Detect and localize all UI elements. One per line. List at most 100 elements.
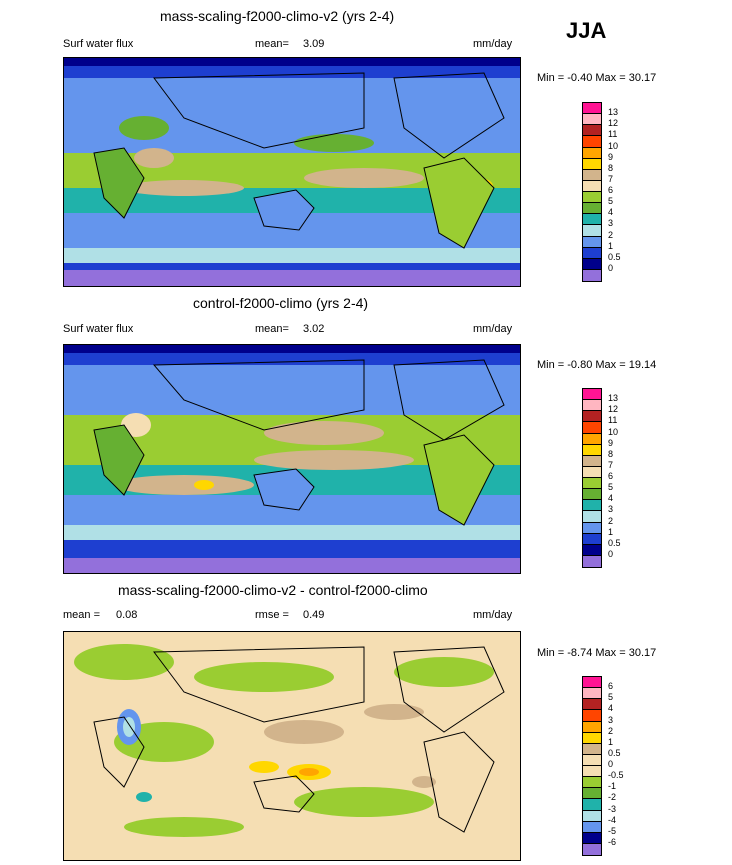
colorbar-tick-label: 13 — [608, 107, 619, 118]
panel2-mean-value: 3.02 — [303, 323, 325, 335]
colorbar-swatch — [583, 766, 601, 778]
panel3-mean-label: mean = — [63, 609, 100, 621]
colorbar-tick-label: 10 — [608, 140, 619, 151]
colorbar-tick-label: 6 — [608, 681, 614, 692]
colorbar-swatch — [583, 180, 601, 192]
colorbar-swatch — [583, 114, 601, 126]
panel3-rmse-value: 0.49 — [303, 609, 325, 621]
panel1-mean-value: 3.09 — [303, 38, 325, 50]
panel1-minmax: Min = -0.40 Max = 30.17 — [537, 72, 657, 84]
panel1-map — [63, 57, 521, 287]
colorbar-swatch — [583, 225, 601, 237]
colorbar-swatch — [583, 500, 601, 512]
colorbar-swatch — [583, 754, 601, 766]
colorbar-swatch — [583, 777, 601, 789]
colorbar-swatch — [583, 555, 601, 567]
colorbar-tick-label: -4 — [608, 814, 617, 825]
colorbar-tick-label: 4 — [608, 703, 614, 714]
panel3-colorbar — [582, 676, 602, 856]
colorbar-tick-label: 3 — [608, 714, 614, 725]
colorbar-swatch — [583, 158, 601, 170]
colorbar-swatch — [583, 214, 601, 226]
colorbar-tick-label: 7 — [608, 173, 614, 184]
colorbar-swatch — [583, 511, 601, 523]
panel3-mean-value: 0.08 — [116, 609, 138, 621]
panel3-title: mass-scaling-f2000-climo-v2 - control-f2… — [118, 582, 428, 598]
colorbar-tick-label: 6 — [608, 471, 614, 481]
colorbar-tick-label: 0.5 — [608, 747, 621, 758]
colorbar-tick-label: 12 — [608, 118, 619, 129]
colorbar-swatch — [583, 125, 601, 137]
panel3-minmax: Min = -8.74 Max = 30.17 — [537, 647, 657, 659]
colorbar-tick-label: 8 — [608, 162, 614, 173]
colorbar-swatch — [583, 810, 601, 822]
colorbar-swatch — [583, 422, 601, 434]
colorbar-swatch — [583, 732, 601, 744]
colorbar-swatch — [583, 522, 601, 534]
colorbar-tick-label: 9 — [608, 151, 614, 162]
colorbar-tick-label: 0 — [608, 262, 614, 273]
colorbar-swatch — [583, 169, 601, 181]
colorbar-tick-label: 8 — [608, 448, 614, 459]
colorbar-tick-label: 0.5 — [608, 537, 621, 548]
colorbar-swatch — [583, 743, 601, 755]
colorbar-swatch — [583, 433, 601, 445]
panel1-units: mm/day — [473, 38, 513, 50]
colorbar-tick-label: 4 — [608, 493, 614, 504]
colorbar-swatch — [583, 721, 601, 733]
colorbar-tick-label: 13 — [608, 393, 619, 404]
colorbar-tick-label: 3 — [608, 504, 614, 515]
colorbar-swatch — [583, 411, 601, 423]
colorbar-swatch — [583, 444, 601, 456]
colorbar-swatch — [583, 258, 601, 270]
colorbar-swatch — [583, 677, 601, 689]
colorbar-tick-label: -2 — [608, 792, 617, 803]
colorbar-tick-label: 4 — [608, 207, 614, 218]
colorbar-tick-label: 6 — [608, 185, 614, 195]
colorbar-swatch — [583, 236, 601, 248]
colorbar-swatch — [583, 192, 601, 204]
colorbar-tick-label: 3 — [608, 218, 614, 229]
colorbar-swatch — [583, 821, 601, 833]
colorbar-swatch — [583, 832, 601, 844]
colorbar-swatch — [583, 400, 601, 412]
colorbar-swatch — [583, 788, 601, 800]
colorbar-tick-label: 5 — [608, 482, 614, 493]
colorbar-tick-label: 10 — [608, 426, 619, 437]
panel2-colorbar — [582, 388, 602, 568]
colorbar-swatch — [583, 799, 601, 811]
colorbar-tick-label: -0.5 — [608, 770, 624, 781]
panel3-map — [63, 631, 521, 861]
colorbar-tick-label: -6 — [608, 836, 617, 847]
colorbar-swatch — [583, 466, 601, 478]
colorbar-swatch — [583, 455, 601, 467]
panel2-mean-label: mean= — [255, 323, 289, 335]
colorbar-tick-label: 0.5 — [608, 251, 621, 262]
colorbar-tick-label: 12 — [608, 404, 619, 415]
panel3-rmse-label: rmse = — [255, 609, 289, 621]
colorbar-tick-label: 5 — [608, 692, 614, 703]
colorbar-tick-label: 1 — [608, 526, 614, 537]
panel2-title: control-f2000-climo (yrs 2-4) — [193, 295, 369, 311]
colorbar-swatch — [583, 489, 601, 501]
colorbar-tick-label: 0 — [608, 548, 614, 559]
panel1-title: mass-scaling-f2000-climo-v2 (yrs 2-4) — [160, 8, 395, 24]
panel1-colorbar-ticks: 13 12 11 10 9 8 7 6 5 4 3 2 1 0.5 0 — [608, 102, 648, 280]
panel2-colorbar-ticks: 13 12 11 10 9 8 7 6 5 4 3 2 1 0.5 0 — [608, 388, 648, 566]
colorbar-swatch — [583, 710, 601, 722]
colorbar-swatch — [583, 389, 601, 401]
panel2-map — [63, 344, 521, 574]
colorbar-tick-label: 11 — [608, 129, 618, 140]
colorbar-swatch — [583, 203, 601, 215]
panel1-colorbar — [582, 102, 602, 282]
colorbar-swatch — [583, 478, 601, 490]
colorbar-swatch — [583, 136, 601, 148]
panel1-mean-label: mean= — [255, 38, 289, 50]
panel2-minmax: Min = -0.80 Max = 19.14 — [537, 359, 657, 371]
colorbar-swatch — [583, 103, 601, 115]
colorbar-tick-label: -3 — [608, 803, 617, 814]
colorbar-tick-label: 9 — [608, 437, 614, 448]
colorbar-swatch — [583, 147, 601, 159]
colorbar-swatch — [583, 699, 601, 711]
colorbar-swatch — [583, 843, 601, 855]
